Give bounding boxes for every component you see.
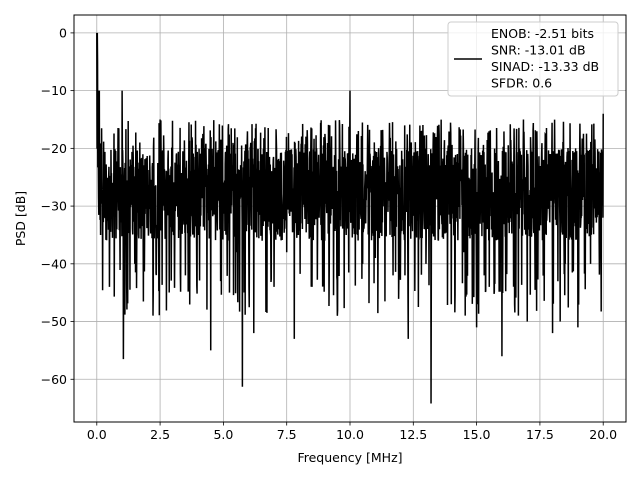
legend-text-line: SNR: -13.01 dB [491,43,586,58]
x-tick-label: 12.5 [399,427,427,442]
x-axis-ticks: 0.0 2.5 5.0 7.5 10.0 12.5 15.0 17.5 20.0 [87,422,617,442]
x-tick-label: 7.5 [277,427,297,442]
y-axis-label: PSD [dB] [13,191,28,246]
y-tick-label: −30 [41,199,67,214]
x-tick-label: 0.0 [87,427,107,442]
x-tick-label: 15.0 [463,427,491,442]
psd-series-line [96,32,604,404]
x-tick-label: 17.5 [526,427,554,442]
legend-box [447,21,619,97]
y-tick-label: −40 [41,256,67,271]
legend-text-line: SINAD: -13.33 dB [491,59,599,74]
x-axis-label: Frequency [MHz] [297,450,402,465]
plot-area [96,32,604,404]
legend-text-line: ENOB: -2.51 bits [491,26,594,41]
y-tick-label: −10 [41,83,67,98]
y-tick-label: −20 [41,141,67,156]
x-tick-label: 5.0 [213,427,233,442]
x-tick-label: 10.0 [336,427,364,442]
y-tick-label: 0 [59,25,67,40]
legend-text-line: SFDR: 0.6 [491,76,552,91]
y-tick-label: −60 [41,372,67,387]
y-axis-ticks: 0 −10 −20 −30 −40 −50 −60 [41,25,74,387]
y-tick-label: −50 [41,314,67,329]
x-tick-label: 2.5 [150,427,170,442]
x-tick-label: 20.0 [589,427,617,442]
